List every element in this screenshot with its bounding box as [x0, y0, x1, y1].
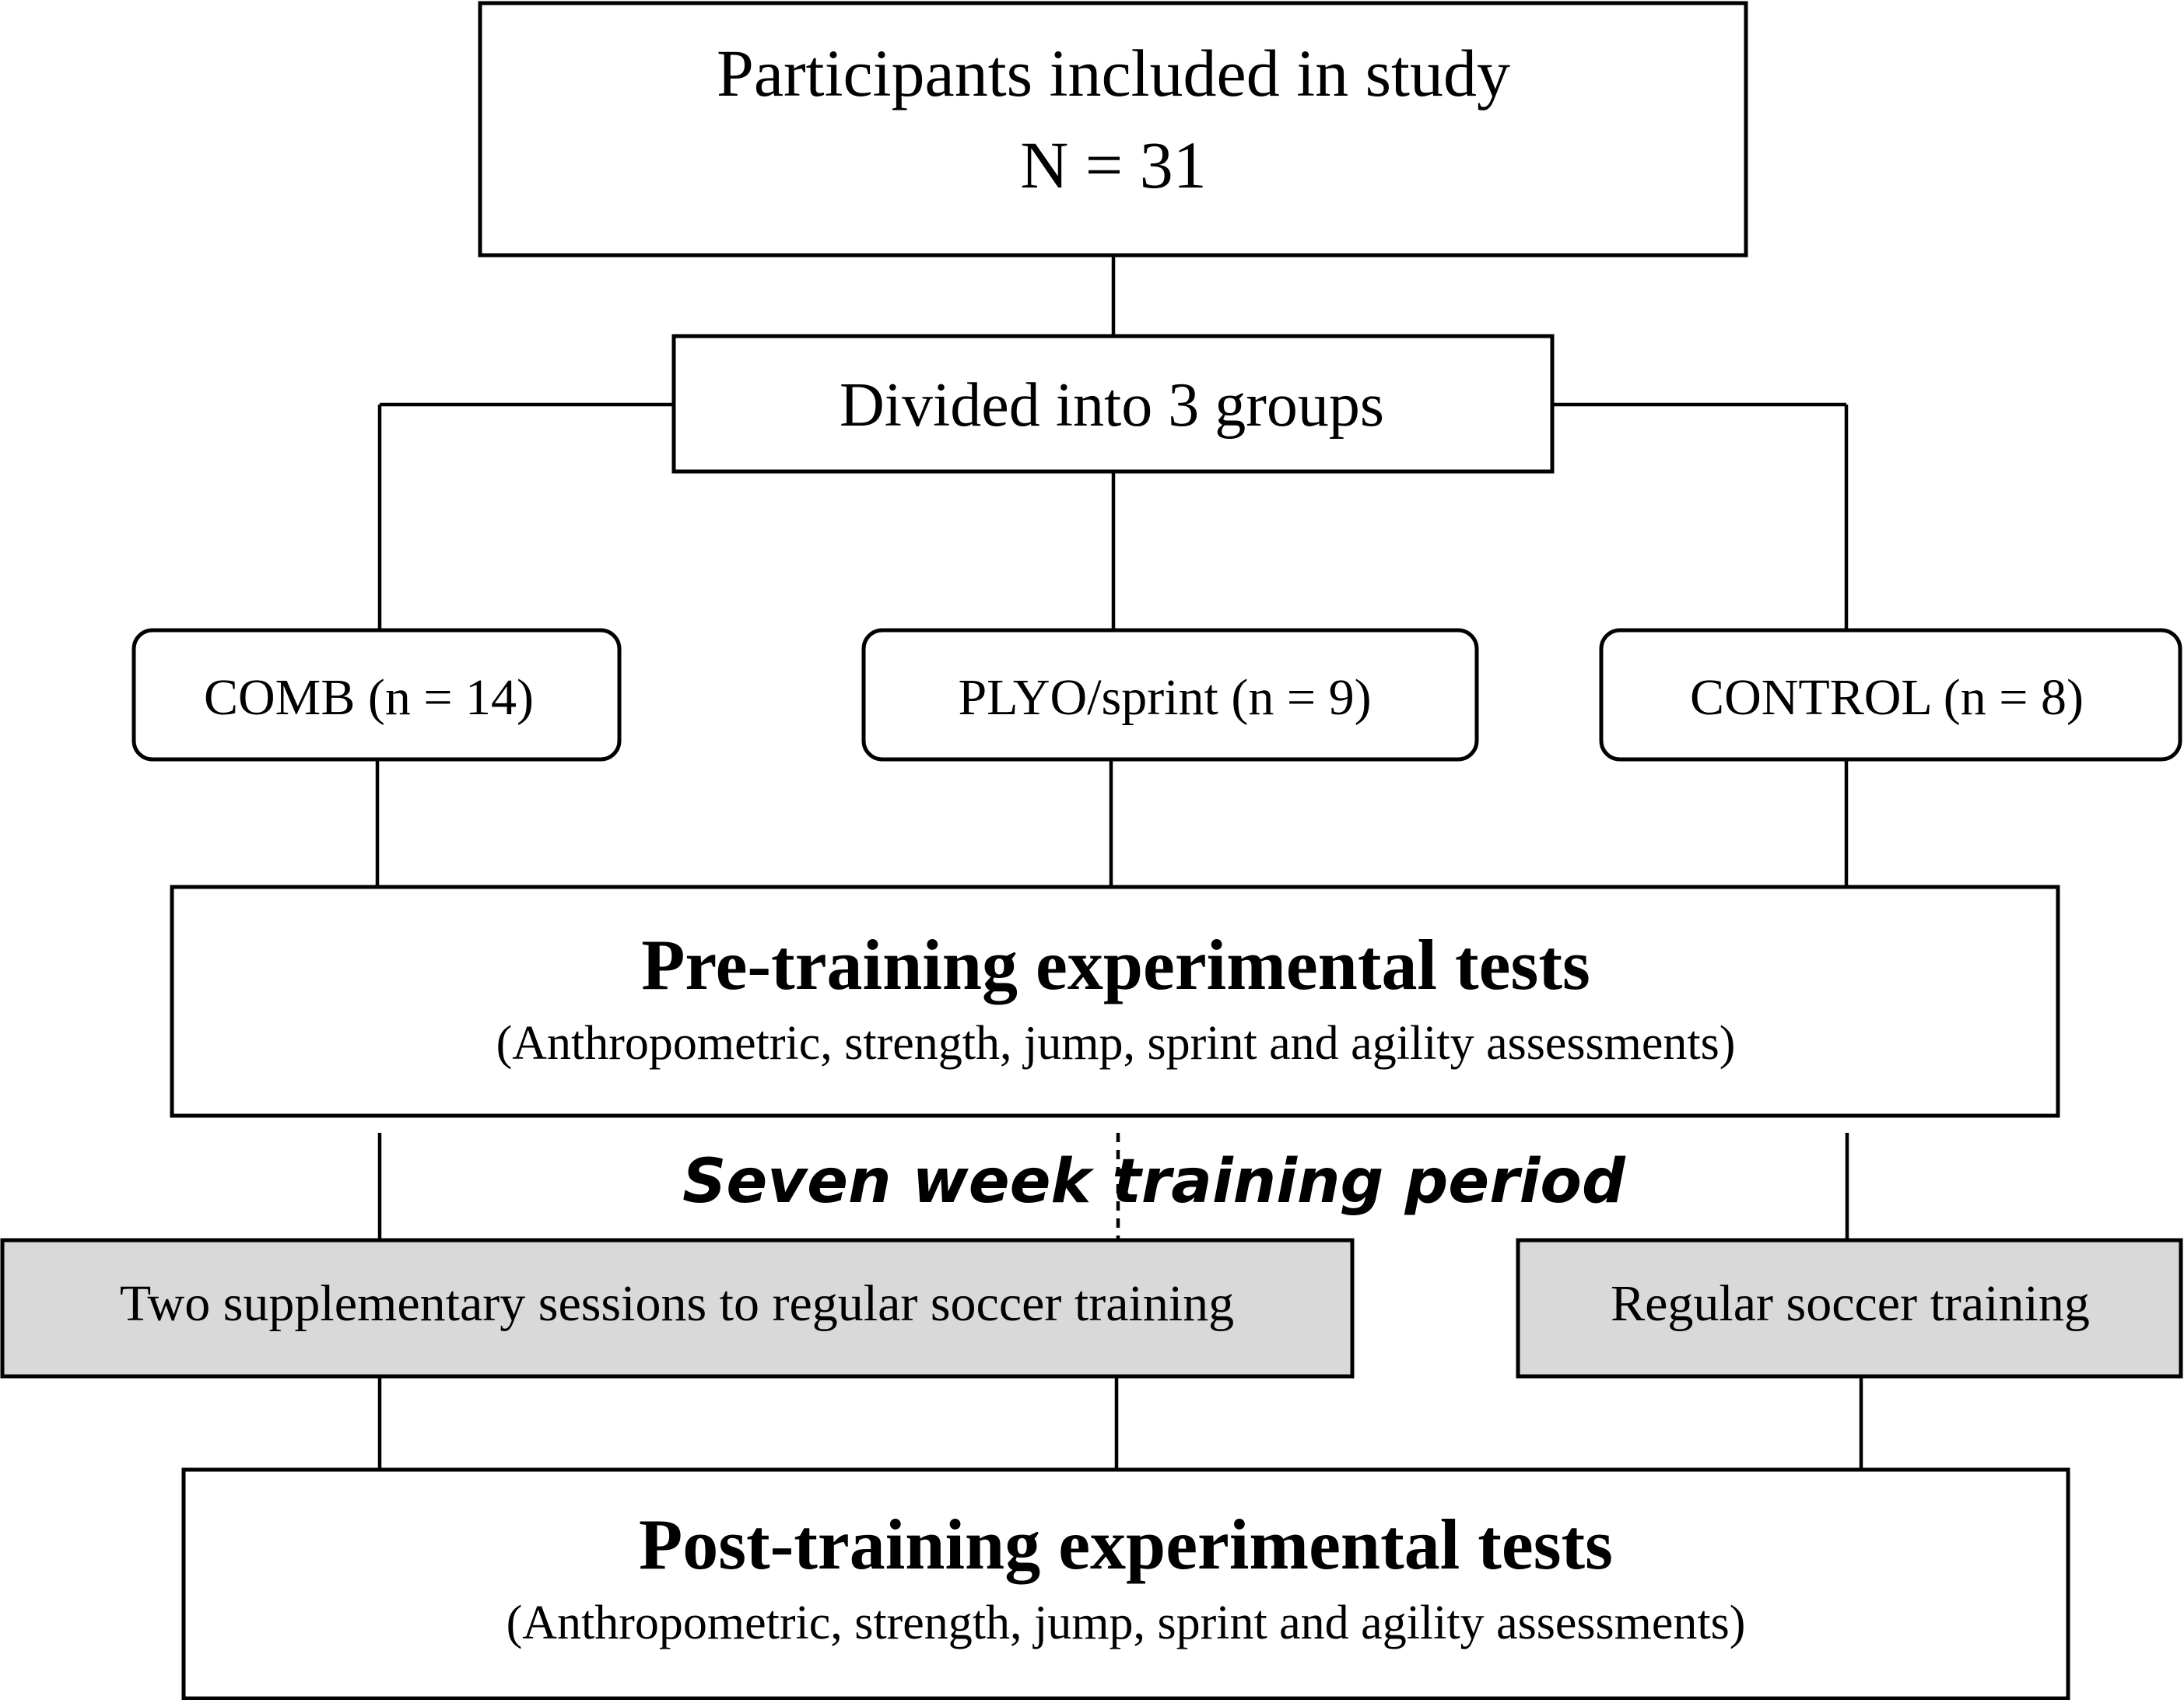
regular-training-box — [1516, 1238, 2183, 1379]
participants-box — [478, 1, 1748, 258]
post-tests-title: Post-training experimental tests — [639, 1505, 1613, 1584]
training-period-label: Seven week training period — [682, 1147, 1626, 1217]
pre-tests-title: Pre-training experimental tests — [641, 925, 1590, 1004]
pre-tests-subtitle: (Anthropometric, strength, jump, sprint … — [496, 1017, 1736, 1070]
supplementary-box — [0, 1238, 1355, 1379]
supplementary-label: Two supplementary sessions to regular so… — [120, 1275, 1234, 1332]
group-label-control: CONTROL (n = 8) — [1690, 669, 2084, 726]
regular-training-label: Regular soccer training — [1611, 1275, 2090, 1332]
post-tests-box — [181, 1467, 2070, 1700]
participants-count: N = 31 — [1020, 128, 1207, 202]
group-label-comb: COMB (n = 14) — [204, 669, 534, 726]
divide-label: Divided into 3 groups — [840, 371, 1384, 440]
group-label-plyo: PLYO/sprint (n = 9) — [958, 669, 1371, 726]
group-box-comb — [131, 628, 622, 762]
group-box-control — [1599, 628, 2182, 762]
post-tests-subtitle: (Anthropometric, strength, jump, sprint … — [507, 1597, 1746, 1649]
pre-tests-box — [170, 885, 2060, 1118]
participants-title: Participants included in study — [717, 36, 1510, 110]
group-box-plyo — [861, 628, 1479, 762]
divide-box — [671, 334, 1555, 474]
